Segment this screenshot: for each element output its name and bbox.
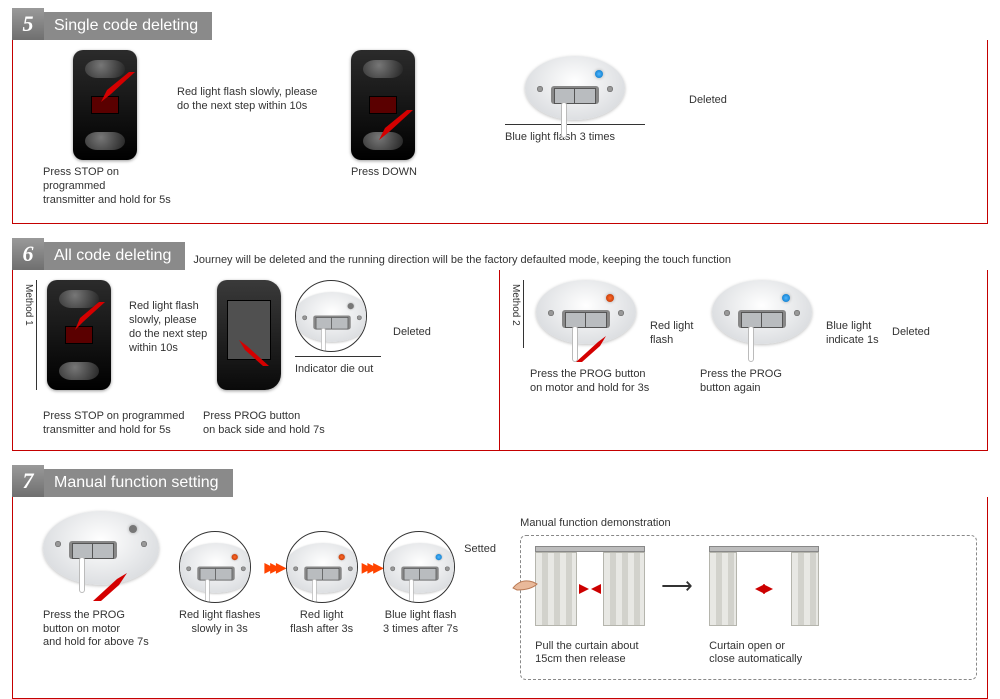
- s6-m1-result-text: Deleted: [393, 326, 431, 340]
- s6-m2-label: Method 2: [508, 280, 524, 348]
- led-blue-icon: [436, 554, 442, 560]
- s7-c2: Red light flash after 3s: [286, 609, 358, 637]
- s5-step1-side-text: Red light flash slowly, please do the ne…: [177, 86, 337, 114]
- s6-method1: Method 1 Red light flash slowly, please …: [13, 270, 500, 450]
- led-red-icon: [232, 554, 238, 560]
- s5-result-text: Deleted: [689, 94, 727, 108]
- red-arrow-icon: [101, 72, 135, 102]
- s6-m2-step2: [712, 280, 822, 348]
- led-red-icon: [338, 554, 344, 560]
- motor-circle-icon: [295, 280, 367, 352]
- s7-demo: Manual function demonstration ⟶: [520, 511, 977, 680]
- s5-result: Deleted: [689, 50, 727, 207]
- s6-m2-step1-side: Red light flash: [650, 280, 708, 348]
- demo-box: ⟶ Pull the curtain about 15cm then relea…: [520, 535, 977, 681]
- s6-m2-step1-caption: Press the PROG button on motor and hold …: [530, 368, 696, 396]
- s7-result-text: Setted: [464, 543, 514, 557]
- s6-m1-step1: [47, 280, 127, 390]
- s6-m1-step2-caption: Press PROG button on back side and hold …: [203, 410, 343, 438]
- section-6: 6 All code deleting Journey will be dele…: [12, 238, 988, 451]
- s6-m1-result: Deleted: [393, 280, 431, 390]
- step-number-7: 7: [12, 465, 44, 497]
- motor-circle-icon: [286, 531, 358, 603]
- led-off-icon: [129, 525, 137, 533]
- s5-motor-caption: Blue light flash 3 times: [505, 131, 685, 145]
- motor-icon: [536, 280, 636, 344]
- s7-demo-title: Manual function demonstration: [520, 517, 977, 531]
- s7-c3: Blue light flash 3 times after 7s: [383, 609, 458, 637]
- s5-motor: Blue light flash 3 times: [505, 50, 685, 207]
- section-6-body: Method 1 Red light flash slowly, please …: [12, 270, 988, 451]
- section-7-body: Press the PROG button on motor and hold …: [12, 497, 988, 699]
- s6-m1-label: Method 1: [21, 280, 37, 390]
- s6-m1-step1-side-text: Red light flash slowly, please do the ne…: [129, 300, 215, 355]
- chevron-icon: ▶▶▶: [362, 531, 379, 576]
- remote-icon: [47, 280, 111, 390]
- curtain-open-icon: [709, 546, 819, 626]
- curtain-closed-icon: [535, 546, 645, 626]
- s5-step1-side: Red light flash slowly, please do the ne…: [177, 50, 337, 207]
- s6-m2-step1: [536, 280, 646, 348]
- s7-sequence: Red light flashes slowly in 3s ▶▶▶ Red l…: [179, 511, 458, 637]
- section-6-subtitle: Journey will be deleted and the running …: [185, 254, 731, 270]
- led-blue-icon: [595, 70, 603, 78]
- s7-c1: Red light flashes slowly in 3s: [179, 609, 260, 637]
- s6-m2-step2-side-text: Blue light indicate 1s: [826, 320, 888, 348]
- s6-m1-motor: Indicator die out: [295, 280, 391, 390]
- s6-m1-motor-caption: Indicator die out: [295, 363, 391, 377]
- s7-result: Setted: [464, 511, 514, 557]
- hand-icon: [511, 572, 539, 592]
- section-6-title: All code deleting: [44, 242, 185, 270]
- section-7: 7 Manual function setting Press the PROG…: [12, 465, 988, 699]
- s5-step1-caption: Press STOP on programmed transmitter and…: [43, 166, 173, 207]
- section-5-header: 5 Single code deleting: [12, 8, 988, 40]
- s5-step2: Press DOWN: [341, 50, 461, 207]
- red-arrow-icon: [379, 110, 413, 140]
- section-5-body: Press STOP on programmed transmitter and…: [12, 40, 988, 224]
- section-5-title: Single code deleting: [44, 12, 212, 40]
- s7-step1-caption: Press the PROG button on motor and hold …: [43, 609, 173, 650]
- red-arrow-icon: [75, 302, 105, 330]
- s6-method2: Method 2 Red light flash: [500, 270, 987, 450]
- section-7-title: Manual function setting: [44, 469, 233, 497]
- s7-step1: Press the PROG button on motor and hold …: [43, 511, 173, 650]
- motor-circle-icon: [383, 531, 455, 603]
- motor-circle-icon: [179, 531, 251, 603]
- s6-m1-step2: [217, 280, 293, 390]
- section-7-header: 7 Manual function setting: [12, 465, 988, 497]
- arrow-right-icon: ⟶: [651, 573, 703, 599]
- red-arrow-icon: [239, 340, 269, 366]
- s6-m1-step1-side: Red light flash slowly, please do the ne…: [129, 280, 215, 390]
- s6-m2-result-text: Deleted: [892, 326, 930, 340]
- s6-m2-result: Deleted: [892, 280, 930, 348]
- s7-demo-right: Curtain open or close automatically: [709, 640, 802, 668]
- section-6-header: 6 All code deleting Journey will be dele…: [12, 238, 988, 270]
- motor-icon: [712, 280, 812, 344]
- s7-demo-left: Pull the curtain about 15cm then release: [535, 640, 663, 668]
- remote-icon: [351, 50, 415, 160]
- section-5: 5 Single code deleting Press STOP on pro…: [12, 8, 988, 224]
- red-arrow-icon: [93, 573, 127, 601]
- s5-step1: Press STOP on programmed transmitter and…: [43, 50, 173, 207]
- s5-step2-caption: Press DOWN: [351, 166, 461, 180]
- led-off-icon: [348, 303, 354, 309]
- red-arrow-icon: [576, 336, 606, 362]
- s6-m2-step1-side-text: Red light flash: [650, 320, 708, 348]
- led-red-icon: [606, 294, 614, 302]
- motor-icon: [43, 511, 159, 585]
- led-blue-icon: [782, 294, 790, 302]
- remote-back-icon: [217, 280, 281, 390]
- step-number-6: 6: [12, 238, 44, 270]
- remote-icon: [73, 50, 137, 160]
- s6-m2-step2-side: Blue light indicate 1s: [826, 280, 888, 348]
- s6-m2-step2-caption: Press the PROG button again: [700, 368, 840, 396]
- chevron-icon: ▶▶▶: [264, 531, 281, 576]
- step-number-5: 5: [12, 8, 44, 40]
- motor-icon: [525, 56, 625, 120]
- s6-m1-step1-caption: Press STOP on programmed transmitter and…: [43, 410, 201, 438]
